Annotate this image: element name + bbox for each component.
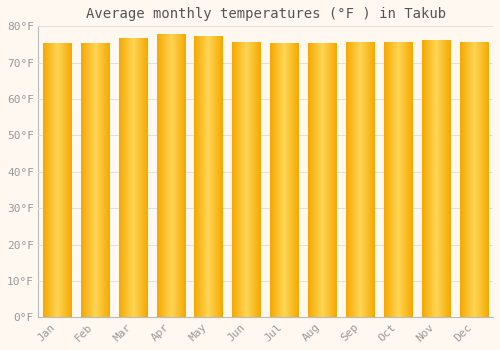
Title: Average monthly temperatures (°F ) in Takub: Average monthly temperatures (°F ) in Ta… (86, 7, 446, 21)
